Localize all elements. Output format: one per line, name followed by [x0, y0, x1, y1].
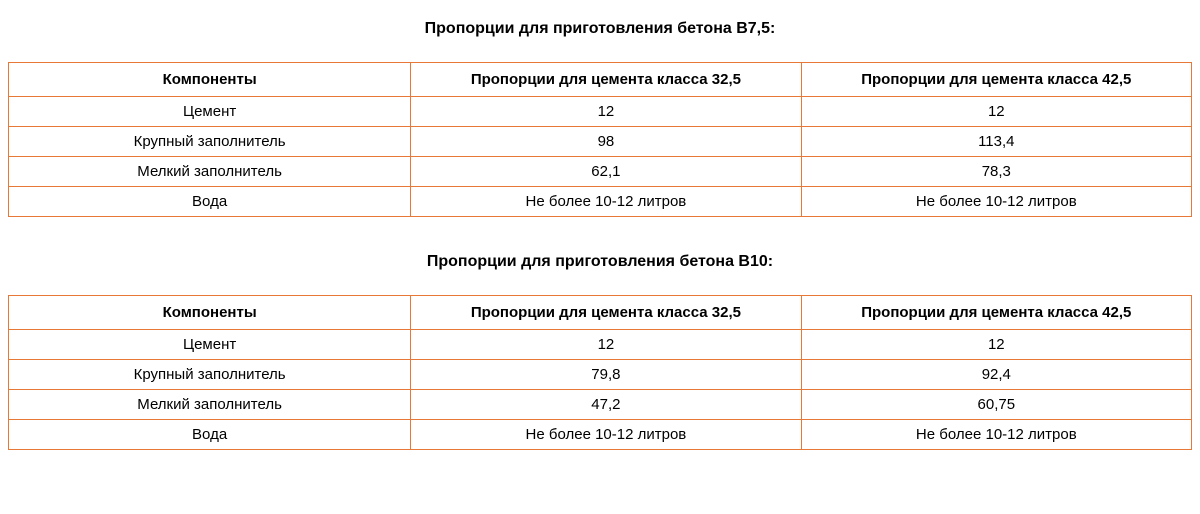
table-2-cell: Не более 10-12 литров: [411, 420, 801, 450]
table-row: Цемент 12 12: [9, 330, 1192, 360]
table-1-cell: 62,1: [411, 157, 801, 187]
table-1-header-row: Компоненты Пропорции для цемента класса …: [9, 63, 1192, 97]
table-2-header-row: Компоненты Пропорции для цемента класса …: [9, 296, 1192, 330]
table-1-cell: Крупный заполнитель: [9, 127, 411, 157]
table-row: Крупный заполнитель 79,8 92,4: [9, 360, 1192, 390]
table-row: Мелкий заполнитель 47,2 60,75: [9, 390, 1192, 420]
table-2-cell: 12: [411, 330, 801, 360]
table-2-header-3: Пропорции для цемента класса 42,5: [801, 296, 1191, 330]
table-row: Вода Не более 10-12 литров Не более 10-1…: [9, 420, 1192, 450]
table-1-header-1: Компоненты: [9, 63, 411, 97]
table-1-cell: Не более 10-12 литров: [411, 187, 801, 217]
table-2-header-1: Компоненты: [9, 296, 411, 330]
section-2: Пропорции для приготовления бетона В10: …: [8, 253, 1192, 450]
section-1: Пропорции для приготовления бетона В7,5:…: [8, 20, 1192, 217]
section-2-title: Пропорции для приготовления бетона В10:: [8, 253, 1192, 271]
table-2-cell: 47,2: [411, 390, 801, 420]
table-row: Крупный заполнитель 98 113,4: [9, 127, 1192, 157]
table-row: Вода Не более 10-12 литров Не более 10-1…: [9, 187, 1192, 217]
table-2-cell: Крупный заполнитель: [9, 360, 411, 390]
table-2-cell: Мелкий заполнитель: [9, 390, 411, 420]
table-1-cell: Не более 10-12 литров: [801, 187, 1191, 217]
table-1-cell: Вода: [9, 187, 411, 217]
table-1-header-3: Пропорции для цемента класса 42,5: [801, 63, 1191, 97]
table-2-cell: 12: [801, 330, 1191, 360]
table-1: Компоненты Пропорции для цемента класса …: [8, 62, 1192, 217]
table-2: Компоненты Пропорции для цемента класса …: [8, 295, 1192, 450]
table-1-cell: Цемент: [9, 97, 411, 127]
table-1-cell: 98: [411, 127, 801, 157]
table-1-cell: Мелкий заполнитель: [9, 157, 411, 187]
table-1-cell: 78,3: [801, 157, 1191, 187]
table-row: Мелкий заполнитель 62,1 78,3: [9, 157, 1192, 187]
table-2-cell: Не более 10-12 литров: [801, 420, 1191, 450]
table-2-cell: 92,4: [801, 360, 1191, 390]
table-2-cell: Вода: [9, 420, 411, 450]
table-2-header-2: Пропорции для цемента класса 32,5: [411, 296, 801, 330]
table-1-cell: 12: [411, 97, 801, 127]
table-row: Цемент 12 12: [9, 97, 1192, 127]
section-1-title: Пропорции для приготовления бетона В7,5:: [8, 20, 1192, 38]
table-1-cell: 113,4: [801, 127, 1191, 157]
table-2-cell: 79,8: [411, 360, 801, 390]
table-1-cell: 12: [801, 97, 1191, 127]
table-1-header-2: Пропорции для цемента класса 32,5: [411, 63, 801, 97]
table-2-cell: Цемент: [9, 330, 411, 360]
table-2-cell: 60,75: [801, 390, 1191, 420]
